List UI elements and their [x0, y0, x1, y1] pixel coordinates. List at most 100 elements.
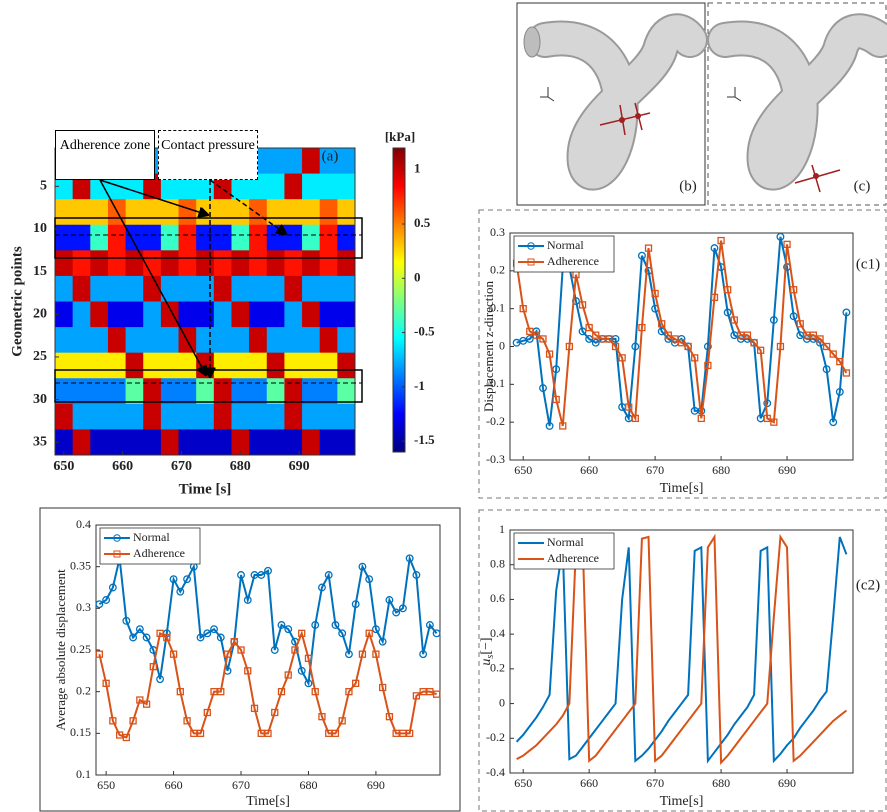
point-marker	[284, 625, 293, 634]
heatmap-cell	[72, 352, 91, 379]
heatmap-cell	[178, 352, 197, 379]
point-marker	[591, 338, 600, 347]
heatmap-cell	[213, 403, 232, 430]
point-marker	[284, 671, 292, 679]
heatmap-cell	[319, 250, 338, 277]
heatmap-cell	[337, 327, 356, 354]
point-marker	[585, 323, 593, 332]
point-marker	[156, 629, 164, 637]
heatmap-cell	[143, 301, 162, 328]
heatmap-cell	[302, 199, 321, 226]
point-marker	[271, 708, 279, 717]
point-marker	[809, 331, 818, 339]
heatmap-cell	[231, 352, 250, 379]
point-marker	[344, 650, 353, 659]
point-marker	[223, 650, 232, 658]
heatmap-cell	[90, 429, 109, 456]
heatmap-cell	[90, 378, 109, 405]
heatmap-cell	[231, 327, 250, 354]
point-marker	[525, 334, 534, 343]
y-tick-label: 0.2	[76, 683, 91, 697]
y-axis-label: Geometric points	[9, 246, 25, 357]
heatmap-cell	[72, 301, 91, 328]
point-marker	[552, 365, 561, 374]
point-marker	[95, 650, 104, 658]
point-marker	[102, 596, 111, 604]
panel-frame	[39, 507, 461, 812]
x-axis-label: Time[s]	[660, 794, 704, 809]
point-marker	[545, 350, 554, 358]
heatmap-cell	[90, 403, 109, 430]
point-marker	[297, 666, 306, 675]
point-marker	[210, 688, 218, 696]
panel-label: (c2)	[856, 577, 880, 593]
point-marker	[637, 251, 646, 260]
point-marker	[631, 342, 640, 351]
point-marker	[776, 232, 785, 241]
heatmap-cell	[72, 378, 91, 405]
heatmap-cell	[160, 327, 180, 354]
heatmap-cell	[249, 250, 268, 277]
heatmap-cell	[178, 173, 197, 200]
heatmap-cell	[249, 224, 268, 251]
y-tick-label: 0.4	[490, 626, 505, 640]
heatmap-cell	[196, 301, 215, 328]
legend-box	[513, 532, 615, 570]
point-marker	[365, 629, 373, 637]
x-tick-label: 690	[367, 778, 385, 792]
point-marker	[539, 384, 547, 393]
point-marker	[318, 713, 326, 721]
y-tick-label: 0.2	[490, 263, 505, 277]
point-marker	[724, 286, 732, 294]
point-marker	[671, 335, 679, 343]
y-axis-label: us[−]	[479, 637, 496, 665]
point-marker	[829, 418, 838, 427]
heatmap-cell	[55, 250, 74, 277]
colorbar	[392, 147, 406, 453]
point-marker	[163, 633, 171, 642]
y-tick-label: -0.1	[486, 376, 505, 390]
heatmap-cell	[160, 275, 180, 302]
point-marker	[176, 587, 185, 596]
legend-box	[99, 527, 201, 565]
heatmap-cell	[319, 224, 338, 251]
point-marker	[324, 571, 333, 579]
heatmap-cell	[319, 199, 338, 226]
point-marker	[304, 654, 313, 662]
point-marker	[371, 625, 380, 634]
point-marker	[743, 331, 752, 339]
point-marker	[618, 354, 626, 362]
heatmap-cell	[231, 250, 250, 277]
point-marker	[115, 731, 124, 739]
colorbar-label: [kPa]	[385, 129, 415, 144]
x-tick-label: 660	[112, 459, 133, 474]
heatmap-cell	[319, 352, 338, 379]
heatmap-cell	[302, 275, 321, 302]
y-tick-label: 0.3	[76, 600, 91, 614]
point-marker	[176, 688, 184, 696]
point-marker	[412, 692, 421, 700]
point-marker	[298, 629, 306, 637]
heatmap-cell	[302, 378, 321, 405]
heatmap-cell	[55, 301, 74, 328]
x-tick-label: 680	[712, 776, 730, 790]
series-line	[515, 240, 848, 427]
legend-label: Normal	[547, 535, 584, 549]
heatmap-cell	[196, 429, 215, 456]
y-tick-label: 30	[33, 392, 47, 407]
point-marker	[325, 729, 333, 737]
point-marker	[677, 339, 686, 347]
x-tick-label: 650	[514, 776, 532, 790]
plot-frame	[509, 232, 854, 461]
heatmap-cell	[249, 352, 268, 379]
heatmap-cell	[107, 250, 127, 277]
point-marker	[796, 320, 804, 328]
y-tick-label: 25	[33, 349, 47, 364]
point-marker	[638, 323, 646, 332]
point-marker	[432, 629, 441, 638]
point-marker	[412, 571, 421, 579]
point-marker	[385, 596, 394, 604]
heatmap-cell	[231, 173, 250, 200]
point-marker	[658, 320, 666, 328]
point-marker	[770, 418, 778, 426]
